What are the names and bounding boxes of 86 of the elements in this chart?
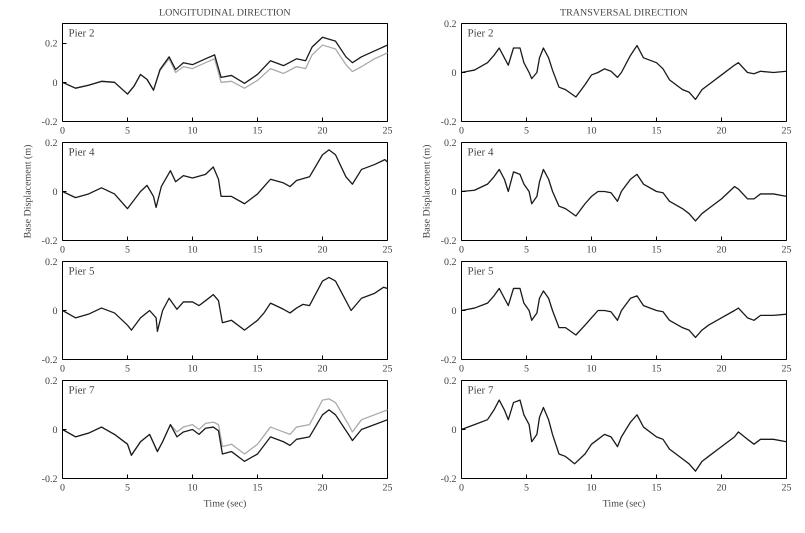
x-tick-label: 25	[382, 126, 392, 136]
x-tick-label: 5	[524, 244, 529, 256]
x-tick-label: 10	[586, 364, 596, 374]
y-tick-label: 0.2	[444, 138, 456, 149]
y-tick-label: -0.2	[42, 236, 58, 247]
x-tick-label: 15	[652, 126, 662, 136]
annotation: Pier 5	[468, 266, 494, 278]
annotation: Pier 2	[468, 28, 494, 40]
y-tick-label: 0	[452, 187, 456, 198]
x-tick-label: 15	[252, 126, 262, 136]
x-tick-label: 5	[524, 364, 529, 374]
y-tick-label: 0	[452, 68, 456, 79]
x-tick-label: 10	[586, 482, 596, 494]
annotation: Pier 7	[468, 384, 494, 396]
x-tick-label: 0	[459, 482, 464, 494]
y-tick-label: -0.2	[440, 355, 457, 366]
x-tick-label: 20	[716, 126, 726, 136]
annotation: Pier 7	[68, 384, 95, 396]
x-tick-label: 10	[188, 126, 198, 136]
x-tick-label: 20	[716, 244, 726, 256]
annotation: Pier 4	[468, 146, 494, 158]
x-tick-label: 5	[125, 482, 130, 494]
y-tick-label: 0	[452, 306, 456, 317]
y-tick-label: 0.2	[444, 19, 456, 30]
x-tick-label: 10	[188, 482, 198, 494]
x-tick-label: 15	[652, 482, 662, 494]
x-tick-label: 20	[318, 364, 328, 374]
x-tick-label: 20	[716, 364, 726, 374]
x-tick-label: 15	[652, 244, 662, 256]
x-tick-label: 10	[586, 244, 596, 256]
x-tick-label: 15	[652, 364, 662, 374]
chart-title: LONGITUDINAL DIRECTION	[159, 8, 291, 18]
x-tick-label: 20	[318, 482, 328, 494]
y-tick-label: -0.2	[42, 355, 58, 366]
x-tick-label: 25	[382, 244, 392, 256]
x-axis-title: Time (sec)	[602, 498, 646, 510]
x-tick-label: 5	[125, 126, 130, 136]
y-axis-title: Base Displacement (m)	[422, 144, 433, 238]
x-tick-label: 5	[524, 482, 529, 494]
x-tick-label: 10	[188, 364, 198, 374]
y-tick-label: -0.2	[440, 236, 457, 247]
y-tick-label: 0.2	[444, 376, 456, 387]
y-tick-label: 0	[52, 78, 58, 89]
y-tick-label: -0.2	[440, 474, 457, 485]
y-tick-label: 0.2	[444, 257, 456, 268]
annotation: Pier 2	[68, 28, 94, 40]
y-axis-title: Base Displacement (m)	[22, 144, 34, 238]
x-tick-label: 25	[382, 482, 392, 494]
y-tick-label: 0.2	[45, 38, 58, 50]
x-tick-label: 15	[252, 364, 262, 374]
y-tick-label: -0.2	[42, 474, 58, 485]
x-tick-label: 0	[459, 364, 464, 374]
x-tick-label: 15	[252, 482, 262, 494]
x-tick-label: 20	[318, 126, 328, 136]
y-tick-label: 0.2	[45, 257, 58, 268]
y-tick-label: 0	[52, 425, 58, 436]
x-tick-label: 5	[125, 244, 130, 256]
annotation: Pier 5	[68, 266, 95, 278]
x-tick-label: 5	[524, 126, 529, 136]
x-tick-label: 20	[716, 482, 726, 494]
x-axis-title: Time (sec)	[204, 498, 246, 510]
y-tick-label: 0	[452, 425, 456, 436]
x-tick-label: 0	[459, 244, 464, 256]
x-tick-label: 0	[459, 126, 464, 136]
y-tick-label: -0.2	[42, 117, 58, 128]
x-tick-label: 25	[782, 126, 792, 136]
x-tick-label: 10	[188, 244, 198, 256]
x-tick-label: 0	[60, 364, 65, 374]
x-tick-label: 25	[782, 364, 792, 374]
y-tick-label: -0.2	[440, 117, 457, 128]
x-tick-label: 20	[318, 244, 328, 256]
x-tick-label: 10	[586, 126, 596, 136]
x-tick-label: 5	[125, 364, 130, 374]
chart-title: TRANSVERSAL DIRECTION	[560, 8, 688, 18]
y-tick-label: 0	[52, 306, 58, 317]
x-tick-label: 25	[782, 482, 792, 494]
x-tick-label: 0	[60, 244, 65, 256]
x-tick-label: 0	[60, 482, 65, 494]
annotation: Pier 4	[68, 146, 95, 158]
y-tick-label: 0.2	[45, 138, 58, 149]
y-tick-label: 0.2	[45, 376, 58, 387]
x-tick-label: 25	[782, 244, 792, 256]
x-tick-label: 0	[60, 126, 65, 136]
x-tick-label: 25	[382, 364, 392, 374]
y-tick-label: 0	[52, 187, 58, 198]
x-tick-label: 15	[252, 244, 262, 256]
